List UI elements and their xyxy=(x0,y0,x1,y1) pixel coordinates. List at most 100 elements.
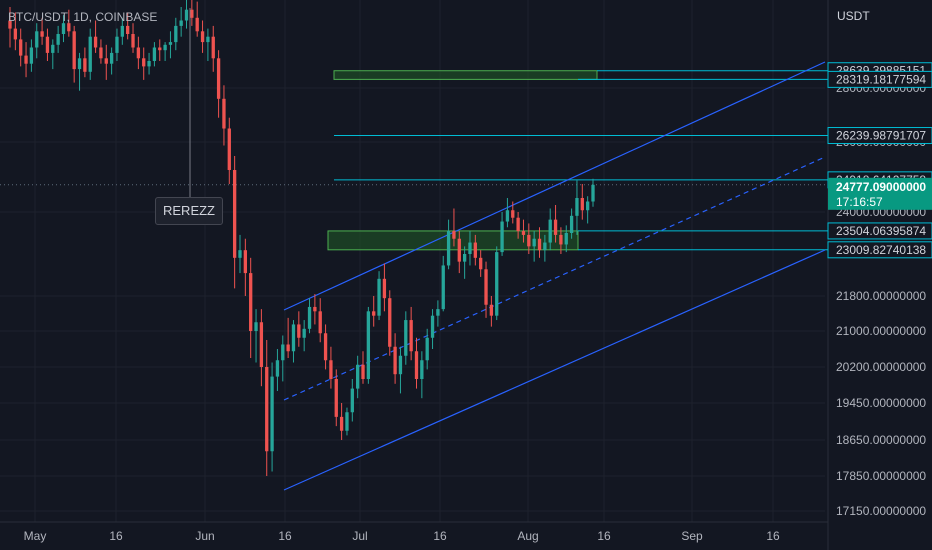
candle xyxy=(382,278,387,299)
candle xyxy=(72,31,76,70)
candle xyxy=(93,36,98,48)
candle xyxy=(238,250,242,258)
level-price-label-box xyxy=(827,70,932,88)
last-price-box xyxy=(828,177,932,210)
candle xyxy=(232,170,237,258)
candle xyxy=(436,309,440,316)
x-tick-label: 16 xyxy=(597,529,611,543)
candle xyxy=(115,36,119,53)
candle xyxy=(307,306,312,329)
highlight-zone xyxy=(333,70,598,80)
candle xyxy=(473,242,477,258)
y-tick-label: 17850.00000000 xyxy=(836,469,926,483)
candle xyxy=(575,198,579,216)
candle xyxy=(297,324,301,338)
channel-upper-line xyxy=(283,61,826,311)
candle xyxy=(516,217,520,232)
candle xyxy=(29,47,34,64)
candle xyxy=(318,311,322,334)
candle xyxy=(398,355,403,375)
candle xyxy=(158,47,162,51)
level-price-label-box xyxy=(827,241,932,259)
candle xyxy=(190,9,194,18)
candle xyxy=(24,55,28,64)
level-price-label: 26239.98791707 xyxy=(836,129,926,143)
candle xyxy=(254,322,258,331)
annotation-label[interactable]: REREZZ xyxy=(155,197,223,225)
y-tick-label: 19450.00000000 xyxy=(836,396,926,410)
candle xyxy=(35,31,39,48)
candle xyxy=(291,324,296,352)
y-tick-label: 17150.00000000 xyxy=(836,504,926,518)
candle xyxy=(227,128,231,170)
candle xyxy=(83,58,87,72)
candle xyxy=(45,36,50,53)
price-countdown: 17:16:57 xyxy=(836,195,883,209)
candle xyxy=(564,233,568,245)
candle xyxy=(366,311,371,379)
candle xyxy=(286,344,290,352)
x-tick-label: Jun xyxy=(195,529,214,543)
x-tick-label: 16 xyxy=(433,529,447,543)
candle xyxy=(313,306,317,312)
candle xyxy=(281,344,285,361)
level-price-label: 23504.06395874 xyxy=(836,224,926,238)
candle xyxy=(56,34,60,45)
level-price-label: 23009.82740138 xyxy=(836,243,926,257)
level-price-label: 28319.18177594 xyxy=(836,72,926,86)
symbol-label[interactable]: BTC/USDT, 1D, COINBASE xyxy=(8,10,158,24)
highlight-zone xyxy=(327,230,579,251)
candle xyxy=(206,36,210,43)
candle xyxy=(109,52,114,64)
channel-lower-line xyxy=(283,249,826,491)
candle xyxy=(211,36,215,59)
candle xyxy=(88,36,92,72)
candle xyxy=(345,412,349,431)
candle xyxy=(275,360,280,377)
candle xyxy=(61,23,66,34)
candle xyxy=(462,254,467,262)
candle xyxy=(329,360,333,379)
y-tick-label: 18650.00000000 xyxy=(836,433,926,447)
candle xyxy=(532,238,536,247)
candle xyxy=(51,44,55,53)
candle xyxy=(13,28,18,40)
candle xyxy=(468,242,472,254)
candle xyxy=(147,61,151,67)
y-tick-label: 21800.00000000 xyxy=(836,289,926,303)
x-tick-label: Aug xyxy=(517,529,538,543)
candle xyxy=(569,215,574,233)
x-tick-label: Sep xyxy=(681,529,703,543)
candle xyxy=(495,252,499,316)
candle xyxy=(548,219,552,243)
channel-mid-line xyxy=(283,156,826,401)
candle xyxy=(559,234,563,245)
x-tick-label: May xyxy=(24,529,47,543)
candle xyxy=(430,315,435,338)
candle xyxy=(120,25,124,37)
candle xyxy=(259,322,264,367)
candle xyxy=(8,20,12,29)
candle xyxy=(142,58,146,67)
x-tick-label: Jul xyxy=(352,529,367,543)
level-price-label-box xyxy=(827,127,932,145)
candles xyxy=(8,0,595,476)
candle xyxy=(40,31,44,37)
time-axis-background xyxy=(0,522,828,550)
price-axis-background xyxy=(828,0,932,550)
candle xyxy=(484,269,488,305)
candle xyxy=(505,210,510,222)
candle xyxy=(136,47,141,59)
x-tick-label: 16 xyxy=(766,529,780,543)
candle xyxy=(174,25,178,43)
candle xyxy=(511,210,515,218)
candle xyxy=(457,238,461,262)
candle xyxy=(388,298,392,347)
candle xyxy=(323,333,328,361)
candle xyxy=(361,364,365,379)
candle xyxy=(580,198,584,211)
candle xyxy=(163,44,167,51)
last-price-value: 24777.09000000 xyxy=(836,180,926,194)
